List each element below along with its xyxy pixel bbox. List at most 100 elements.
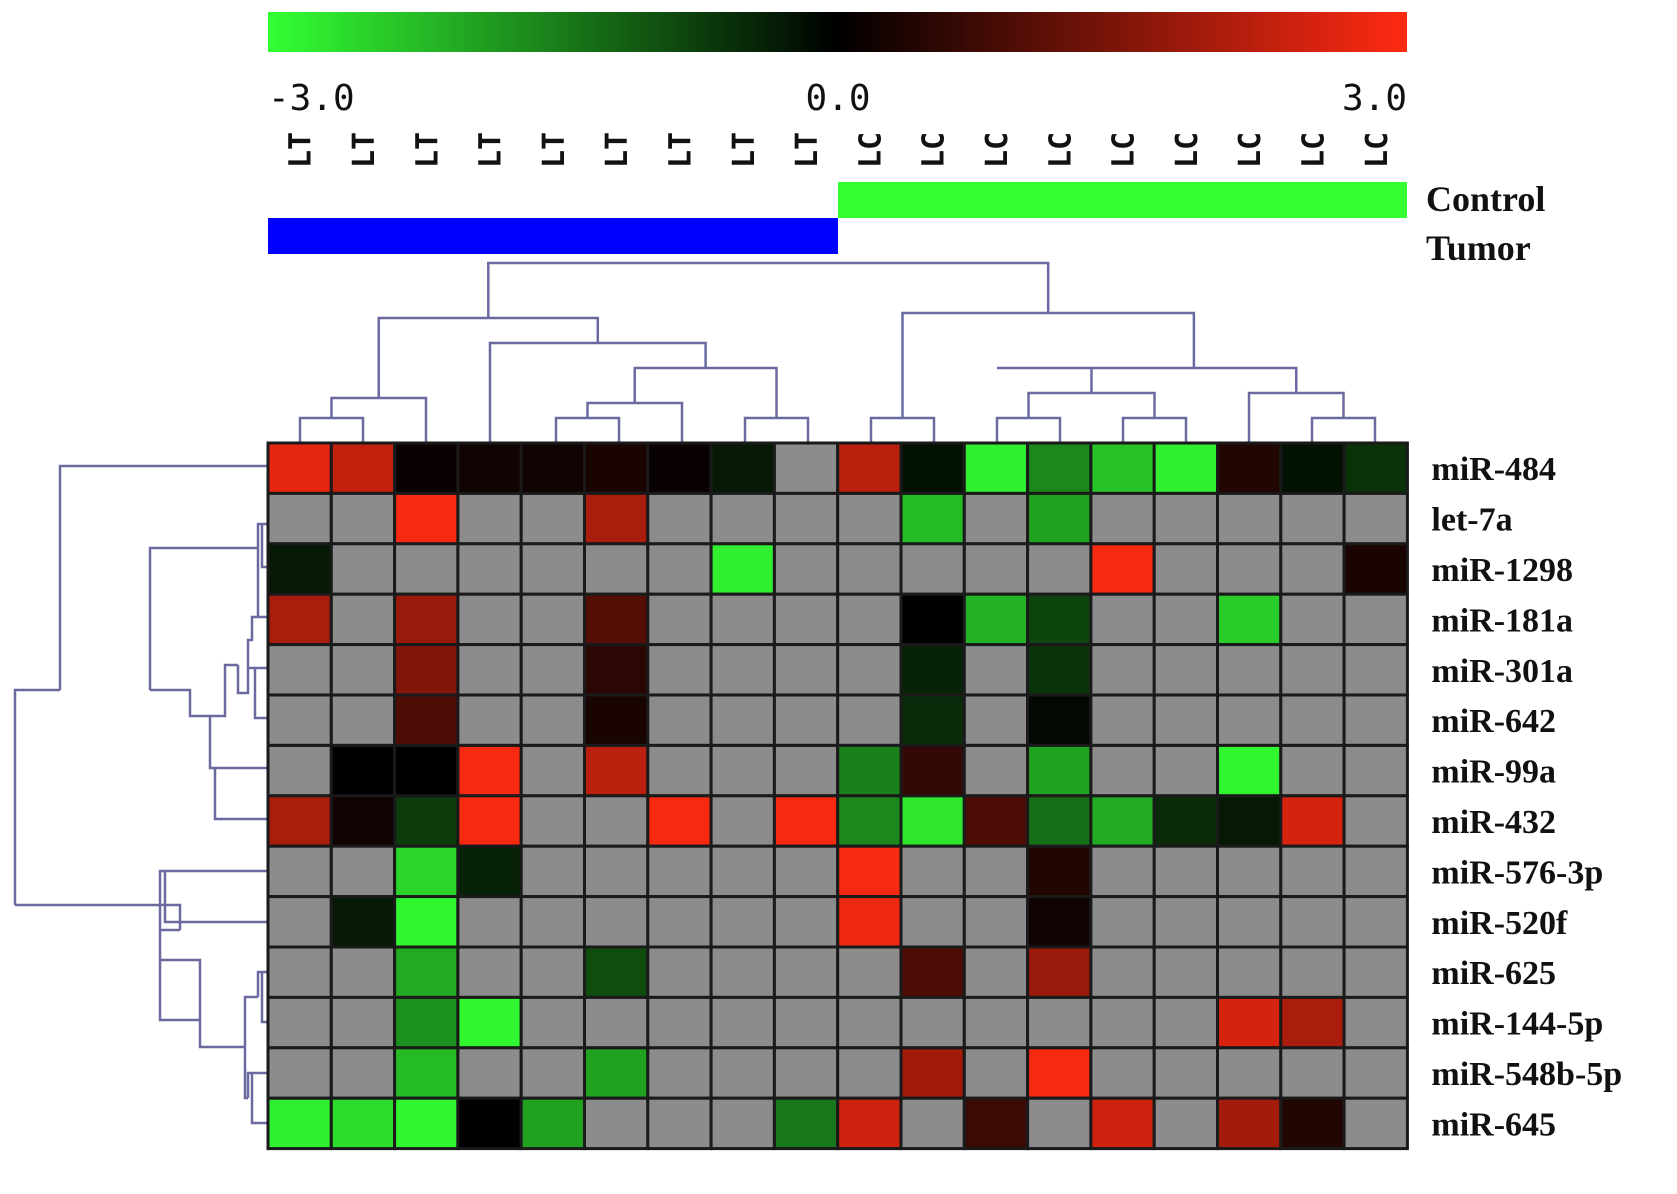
heatmap-cell [1026,491,1093,546]
heatmap-cell [583,1096,650,1151]
heatmap-cell [1342,592,1409,647]
heatmap-cell [1342,1096,1409,1151]
heatmap-cell [1279,794,1346,848]
heatmap-cell [1026,592,1093,647]
heatmap-cell [583,491,650,546]
heatmap-cell [1152,441,1219,495]
heatmap-cell [836,1046,903,1100]
heatmap-cell [962,441,1030,495]
column-label: LC [1043,132,1078,168]
heatmap-cell [583,441,650,495]
heatmap-cell [1152,643,1219,697]
heatmap-cell [329,895,397,949]
heatmap-cell [1279,643,1346,697]
heatmap-cell [709,844,776,899]
heatmap-cell [709,643,776,697]
heatmap-cell [646,945,713,999]
heatmap-cell [519,693,587,747]
heatmap-cell [1152,743,1219,798]
heatmap-cell [1089,844,1156,899]
heatmap-cell [266,844,333,899]
heatmap-cell [772,1096,840,1151]
heatmap-cell [1342,491,1409,546]
heatmap-cell [519,844,587,899]
heatmap-cell [266,1096,333,1151]
row-label: miR-432 [1431,804,1556,841]
heatmap-cell [1216,995,1283,1050]
heatmap-cell [456,895,523,949]
column-dendrogram [298,261,1377,443]
heatmap-cell [1152,491,1219,546]
heatmap-cell [329,592,397,647]
scale-label-min: -3.0 [268,78,355,119]
heatmap-cell [962,643,1030,697]
heatmap-cell [709,441,776,495]
heatmap-cell [393,643,460,697]
heatmap-cell [772,794,840,848]
heatmap-cell [456,844,523,899]
heatmap-cell [1026,743,1093,798]
heatmap-cell [1216,693,1283,747]
heatmap-cell [899,592,966,647]
heatmap-cell [772,441,840,495]
heatmap-cell [393,995,460,1050]
heatmap-cell [519,743,587,798]
heatmap-cell [1026,794,1093,848]
heatmap-cell [266,693,333,747]
heatmap-cell [646,643,713,697]
row-label: miR-99a [1431,754,1556,791]
heatmap-cell [393,441,460,495]
heatmap-cell [962,693,1030,747]
control-group-label: Control [1426,179,1545,219]
heatmap-cell [393,542,460,596]
heatmap-cell [1216,592,1283,647]
heatmap-cell [709,895,776,949]
heatmap-cell [1216,743,1283,798]
column-label: LC [1170,132,1205,168]
heatmap-cell [709,491,776,546]
heatmap-cell [836,895,903,949]
column-label: LT [663,132,698,168]
heatmap-cell [1089,1046,1156,1100]
heatmap-cell [456,1046,523,1100]
heatmap-cell [899,1046,966,1100]
heatmap-cell [329,1046,397,1100]
column-label: LC [1107,132,1142,168]
heatmap-cell [583,844,650,899]
heatmap-cell [709,592,776,647]
heatmap-cell [1279,592,1346,647]
heatmap-cell [583,743,650,798]
heatmap-cell [1342,542,1409,596]
heatmap-cell [646,441,713,495]
heatmap-cell [456,441,523,495]
column-label: LC [917,132,952,168]
heatmap-cell [1216,643,1283,697]
column-label: LT [347,132,382,168]
heatmap-cell [709,1096,776,1151]
heatmap-cell [1342,693,1409,747]
heatmap-cell [1089,693,1156,747]
heatmap-cell [646,794,713,848]
heatmap-grid [266,441,1409,1151]
heatmap-cell [393,895,460,949]
heatmap-cell [583,592,650,647]
scale-label-mid: 0.0 [805,78,870,119]
heatmap-cell [266,592,333,647]
heatmap-cell [266,895,333,949]
heatmap-cell [456,1096,523,1151]
heatmap-cell [1342,743,1409,798]
heatmap-cell [329,844,397,899]
group-legend: Control Tumor [268,179,1545,268]
heatmap-cell [329,542,397,596]
heatmap-cell [899,1096,966,1151]
row-label: miR-576-3p [1431,854,1603,891]
heatmap-cell [709,693,776,747]
heatmap-cell [772,542,840,596]
heatmap-cell [1342,895,1409,949]
heatmap-cell [329,693,397,747]
heatmap-cell [709,542,776,596]
heatmap-cell [1152,895,1219,949]
heatmap-cell [962,895,1030,949]
heatmap-cell [1089,895,1156,949]
